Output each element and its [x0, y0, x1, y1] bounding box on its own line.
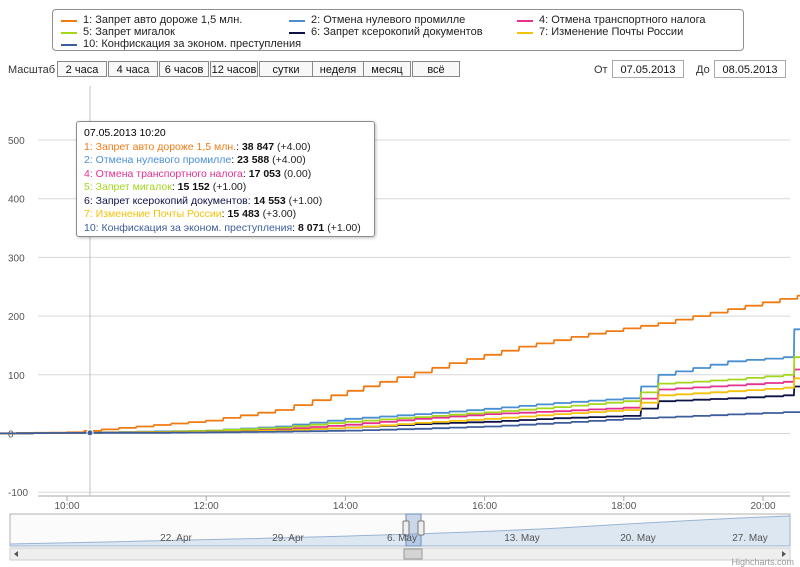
series-lines [0, 191, 800, 435]
tooltip-row: 10: Конфискация за эконом. преступления:… [84, 221, 361, 234]
legend-label: 2: Отмена нулевого промилле [311, 14, 466, 26]
legend-label: 7: Изменение Почты России [539, 26, 684, 38]
series-line[interactable] [0, 210, 800, 435]
x-tick-label: 16:00 [472, 501, 497, 512]
tooltip-delta: (0.00) [283, 167, 312, 180]
zoom-button[interactable]: 2 часа [57, 61, 107, 77]
tooltip-delta: (+1.00) [212, 181, 247, 193]
to-date-input[interactable]: 08.05.2013 [714, 60, 786, 78]
legend-swatch [61, 44, 77, 46]
tooltip-value: 15 483 [227, 208, 260, 220]
legend-swatch [517, 32, 533, 34]
navigator-label: 20. May [620, 533, 656, 544]
credits: Highcharts.com [731, 557, 794, 567]
tooltip-row: 5: Запрет мигалок: 15 152 (+1.00) [84, 181, 247, 193]
tooltip-row: 1: Запрет авто дороже 1,5 млн.: 38 847 (… [84, 140, 311, 153]
tooltip-value: 8 071 [297, 221, 325, 234]
tooltip-delta: (+4.00) [277, 140, 311, 153]
y-tick-label: -100 [8, 488, 28, 499]
scroll-right-icon[interactable] [782, 551, 786, 557]
scrollbar-thumb[interactable] [403, 548, 423, 560]
scroll-left-icon[interactable] [14, 551, 18, 557]
legend-swatch [61, 32, 77, 34]
tooltip-value: 38 847 [241, 140, 275, 153]
legend-swatch [61, 20, 77, 22]
x-tick-label: 20:00 [750, 501, 775, 512]
legend-label: 4: Отмена транспортного налога [539, 14, 706, 26]
y-tick-label: 0 [8, 430, 14, 441]
tooltip-series-name: 2: Отмена нулевого промилле [84, 154, 232, 166]
x-tick-label: 12:00 [194, 501, 219, 512]
tooltip-value: 23 588 [237, 154, 270, 166]
navigator-label: 29. Apr [272, 533, 304, 544]
tooltip-value: 17 053 [248, 167, 281, 180]
legend-swatch [289, 32, 305, 34]
tooltip-series-name: 6: Запрет ксерокопий документов [84, 194, 248, 207]
tooltip-row: 2: Отмена нулевого промилле: 23 588 (+4.… [84, 154, 306, 166]
zoom-button[interactable]: сутки [259, 61, 313, 77]
tooltip-delta: (+3.00) [262, 208, 297, 220]
zoom-button[interactable]: всё [412, 61, 460, 77]
series-line[interactable] [0, 233, 800, 435]
navigator-area [9, 515, 791, 547]
navigator-label: 27. May [732, 533, 768, 544]
from-label: От [594, 64, 608, 76]
tooltip-row: 4: Отмена транспортного налога: 17 053 (… [84, 167, 312, 180]
range-selector: Масштаб 2 часа 4 часа 6 часов 12 часов сутки… [0, 60, 800, 80]
navigator[interactable]: 22. Apr 29. Apr 6. May 13. May 20. May 27. Ma… [9, 513, 791, 561]
y-tick-label: 500 [8, 136, 25, 147]
legend-swatch [289, 20, 305, 22]
tooltip-delta: (+1.00) [327, 221, 361, 234]
scrollbar-track[interactable] [9, 547, 791, 561]
tooltip-series-name: 10: Конфискация за эконом. преступления [84, 221, 293, 234]
navigator-label: 6. May [387, 533, 417, 544]
crosshair [86, 86, 94, 496]
tooltip-value: 14 553 [253, 194, 286, 207]
tooltip-value: 15 152 [177, 181, 210, 193]
tooltip-series-name: 5: Запрет мигалок [84, 181, 172, 193]
series-line[interactable] [0, 259, 800, 435]
y-tick-label: 200 [8, 312, 25, 323]
x-tick-label: 18:00 [611, 501, 636, 512]
series-line[interactable] [0, 322, 800, 435]
tooltip: 07.05.2013 10:20 1: Запрет авто дороже 1… [76, 121, 375, 237]
navigator-handle[interactable] [417, 520, 425, 536]
y-tick-label: 100 [8, 371, 25, 382]
zoom-label: Масштаб [8, 64, 56, 76]
tooltip-header: 07.05.2013 10:20 [84, 127, 166, 139]
tooltip-delta: (+1.00) [288, 194, 323, 207]
to-label: До [696, 64, 710, 76]
zoom-button[interactable]: неделя [312, 61, 364, 77]
x-tick-label: 14:00 [333, 501, 358, 512]
y-tick-label: 300 [8, 253, 25, 264]
legend-label: 6: Запрет ксерокопий документов [311, 26, 483, 38]
tooltip-row: 6: Запрет ксерокопий документов: 14 553 … [84, 194, 323, 207]
navigator-label: 13. May [504, 533, 540, 544]
series-line[interactable] [0, 191, 800, 435]
series-line[interactable] [0, 256, 800, 435]
tooltip-series-name: 1: Запрет авто дороже 1,5 млн. [84, 140, 237, 153]
legend-label: 10: Конфискация за эконом. преступления [83, 38, 302, 50]
tooltip-delta: (+4.00) [272, 154, 306, 166]
y-axis: -100 0 100 200 300 400 500 [8, 136, 28, 499]
tooltip-row: 7: Изменение Почты России: 15 483 (+3.00… [84, 208, 297, 220]
tooltip-series-name: 4: Отмена транспортного налога [84, 167, 243, 180]
x-tick-label: 10:00 [54, 501, 79, 512]
zoom-button[interactable]: 12 часов [210, 61, 258, 77]
legend: 1: Запрет авто дороже 1,5 млн. 2: Отмена … [52, 9, 744, 51]
zoom-button[interactable]: 4 часа [108, 61, 158, 77]
from-date-input[interactable]: 07.05.2013 [612, 60, 684, 78]
legend-swatch [517, 20, 533, 22]
legend-label: 5: Запрет мигалок [83, 26, 175, 38]
tooltip-series-name: 7: Изменение Почты России [84, 208, 222, 220]
legend-label: 1: Запрет авто дороже 1,5 млн. [83, 14, 243, 26]
zoom-button[interactable]: 6 часов [159, 61, 209, 77]
zoom-button[interactable]: месяц [363, 61, 411, 77]
hover-marker [86, 429, 94, 437]
navigator-label: 22. Apr [160, 533, 192, 544]
navigator-handle[interactable] [402, 520, 410, 536]
y-tick-label: 400 [8, 195, 25, 206]
